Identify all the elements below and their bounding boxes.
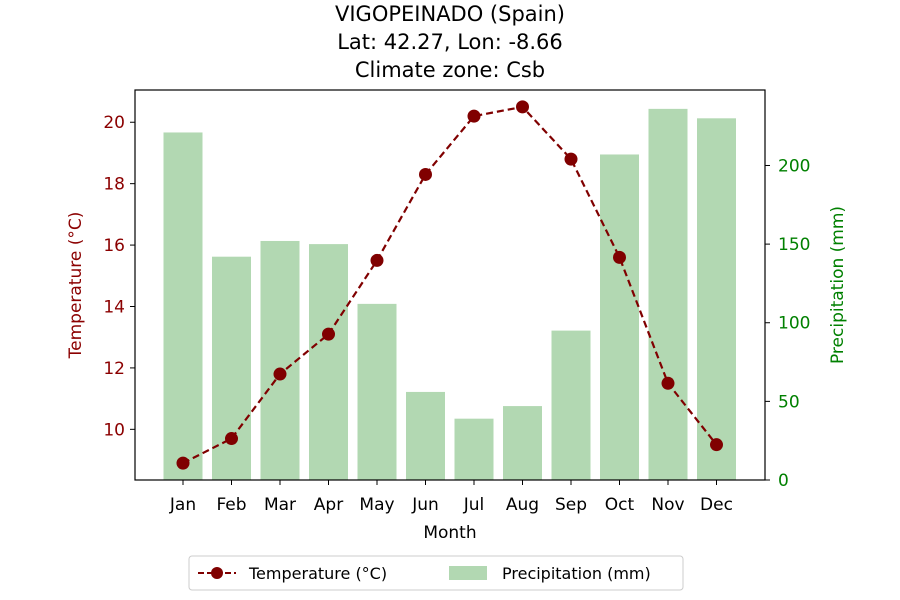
x-tick-label-nov: Nov (651, 495, 684, 515)
x-axis-title: Month (423, 523, 476, 543)
temperature-point-mar (273, 367, 287, 381)
temperature-point-jan (176, 456, 190, 470)
precipitation-bar-dec (697, 118, 736, 480)
y-right-axis-title: Precipitation (mm) (828, 206, 848, 364)
chart-title-line-1: VIGOPEINADO (Spain) (335, 2, 565, 26)
x-tick-label-oct: Oct (605, 495, 635, 515)
x-tick-label-dec: Dec (700, 495, 733, 515)
temperature-line (182, 105, 718, 465)
temperature-point-dec (710, 438, 723, 452)
temperature-point-may (370, 253, 384, 267)
y-left-tick-label-14: 14 (103, 297, 125, 317)
x-tick-label-may: May (359, 495, 394, 515)
temperature-point-apr (322, 327, 335, 341)
temperature-point-jun (419, 167, 432, 181)
temperature-point-jul (467, 109, 481, 123)
temperature-point-aug (516, 100, 529, 114)
y-left-axis-ticks: 10 12 14 16 18 20 (103, 113, 135, 440)
chart-title-line-3: Climate zone: Csb (355, 58, 545, 82)
temperature-point-oct (613, 250, 626, 264)
y-right-axis-ticks: 0 50 100 150 200 (765, 156, 810, 491)
y-left-tick-label-18: 18 (103, 175, 125, 195)
y-left-tick-label-16: 16 (103, 236, 125, 256)
temperature-point-nov (661, 376, 675, 390)
chart-title-line-2: Lat: 42.27, Lon: -8.66 (337, 30, 563, 54)
y-left-tick-label-10: 10 (103, 420, 125, 440)
y-right-tick-label-150: 150 (778, 235, 810, 255)
y-right-tick-label-0: 0 (778, 471, 789, 491)
precipitation-bar-jan (163, 132, 203, 481)
precipitation-bar-may (357, 303, 397, 480)
x-tick-label-jun: Jun (411, 495, 439, 515)
plot-frame (134, 89, 766, 481)
legend-precipitation-label: Precipitation (mm) (502, 564, 651, 583)
x-tick-label-sep: Sep (555, 495, 587, 515)
precipitation-bars (163, 108, 736, 481)
y-left-tick-label-12: 12 (103, 359, 125, 379)
precipitation-bar-jul (454, 418, 494, 480)
x-tick-label-jul: Jul (463, 495, 485, 515)
y-right-tick-label-200: 200 (778, 156, 810, 176)
x-tick-label-feb: Feb (216, 495, 246, 515)
precipitation-bar-nov (648, 108, 688, 480)
temperature-line-layer (176, 100, 723, 470)
y-left-tick-label-20: 20 (103, 113, 125, 133)
legend-temperature-swatch-marker (211, 567, 223, 579)
precipitation-bar-sep (551, 330, 591, 480)
x-tick-label-jan: Jan (169, 495, 196, 515)
y-right-tick-label-50: 50 (778, 392, 800, 412)
x-tick-label-mar: Mar (264, 495, 296, 515)
precipitation-bar-apr (309, 244, 348, 480)
x-tick-label-aug: Aug (506, 495, 539, 515)
y-right-tick-label-100: 100 (778, 314, 810, 334)
legend: Temperature (°C) Precipitation (mm) (188, 555, 684, 591)
x-tick-label-apr: Apr (314, 495, 343, 515)
legend-precipitation-swatch (449, 566, 487, 580)
precipitation-bar-aug (503, 406, 542, 480)
precipitation-bar-mar (260, 240, 300, 480)
temperature-point-feb (225, 432, 238, 446)
legend-box (188, 555, 684, 591)
y-left-axis-title: Temperature (°C) (66, 212, 86, 360)
temperature-point-sep (564, 152, 578, 166)
precipitation-bar-jun (406, 391, 445, 480)
legend-temperature-label: Temperature (°C) (248, 564, 387, 583)
x-axis-ticks: Jan Feb Mar Apr May Jun Jul Aug Sep Oct Nov Dec (169, 480, 733, 515)
precipitation-bar-oct (600, 154, 639, 480)
